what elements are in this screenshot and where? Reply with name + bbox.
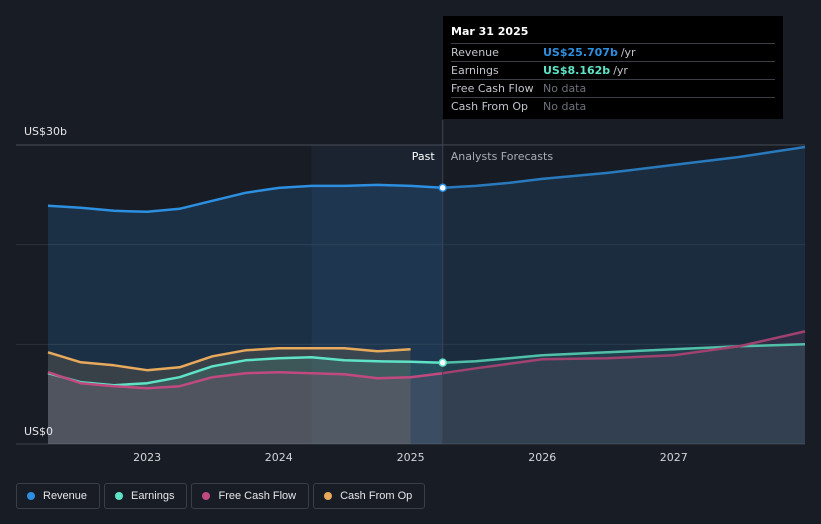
past-label: Past [412,150,436,163]
earnings-line [47,343,806,387]
legend-dot-icon [324,492,333,500]
free-cash-flow-area [48,331,805,444]
tooltip-row-earnings: Earnings US$8.162b /yr [451,61,775,79]
tooltip-label: Revenue [451,46,499,59]
free-cash-flow-line [47,330,806,390]
tooltip-label: Free Cash Flow [451,82,534,95]
tooltip-row-free-cash-flow: Free Cash Flow No data [451,79,775,97]
x-tick-label: 2024 [265,451,293,464]
legend-dot-icon [202,492,211,500]
legend-label: Free Cash Flow [218,490,297,502]
cash-from-op-line [47,347,411,372]
tooltip-value: US$8.162b [543,64,611,77]
tooltip-unit: /yr [613,64,628,77]
revenue-line [47,145,806,214]
earnings-marker [438,358,447,367]
legend-item-cash-from-op[interactable]: Cash From Op [313,483,426,509]
revenue-marker [438,183,447,193]
forecast-label: Analysts Forecasts [451,150,554,163]
x-tick-label: 2027 [660,451,688,464]
legend-item-free-cash-flow[interactable]: Free Cash Flow [191,483,310,509]
legend-dot-icon [115,492,124,500]
tooltip-unit: /yr [620,46,636,59]
past-highlight-band [311,145,443,444]
earnings-area [48,344,805,444]
tooltip-value: US$25.707b [543,46,618,59]
y-axis-bottom-label: US$0 [24,425,53,438]
tooltip-date: Mar 31 2025 [451,25,529,38]
legend-item-earnings[interactable]: Earnings [104,483,188,509]
legend-dot-icon [27,492,35,500]
y-axis-top-label: US$30b [24,125,67,138]
chart-legend: Revenue Earnings Free Cash Flow Cash Fro… [16,483,426,509]
legend-label: Earnings [131,490,175,502]
legend-label: Revenue [43,490,88,502]
legend-label: Cash From Op [340,490,413,502]
tooltip-value: No data [543,82,587,95]
x-tick-label: 2026 [528,451,556,464]
revenue-area [48,147,805,444]
tooltip-label: Cash From Op [451,100,529,113]
forecast-overlay [442,145,805,444]
data-tooltip: Mar 31 2025 Revenue US$25.707b /yr Earni… [443,16,783,119]
x-tick-label: 2025 [397,451,425,464]
x-tick-label: 2023 [133,451,161,464]
tooltip-label: Earnings [451,64,499,77]
tooltip-row-revenue: Revenue US$25.707b /yr [451,43,775,61]
tooltip-row-cash-from-op: Cash From Op No data [451,97,775,115]
legend-item-revenue[interactable]: Revenue [16,483,101,509]
tooltip-value: No data [543,100,587,113]
